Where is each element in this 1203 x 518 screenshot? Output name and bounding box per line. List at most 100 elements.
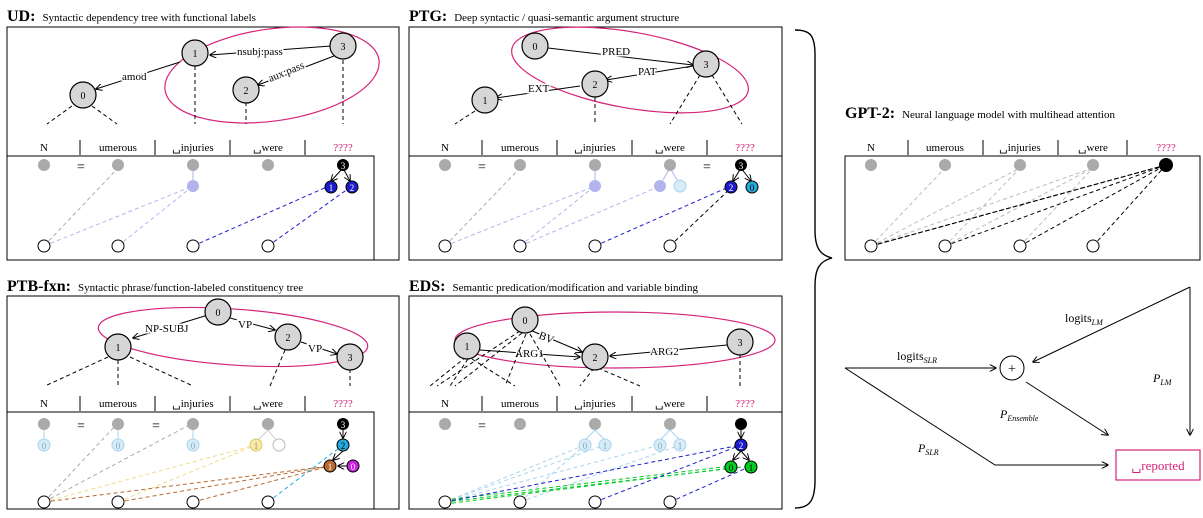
svg-text:␣injuries: ␣injuries [574,398,615,410]
svg-text:umerous: umerous [501,142,539,154]
svg-text:????: ???? [735,398,755,410]
svg-text:␣injuries: ␣injuries [172,398,213,410]
svg-text:0: 0 [533,42,538,53]
svg-text:3: 3 [341,420,346,430]
svg-text:1: 1 [749,463,754,473]
eds-attention-box [408,411,783,510]
svg-text:1: 1 [603,441,608,451]
svg-text:␣were: ␣were [1078,142,1108,154]
ptbfxn-highlight-ellipse [97,306,369,368]
ptg-highlight-ellipse [511,26,749,114]
ensemble-diagram: + logitsSLR logitsLM PLM PEnsemble PSLR … [844,286,1201,481]
svg-text:3: 3 [704,60,709,71]
svg-text:2: 2 [341,441,346,451]
ud-token-header: N umerous ␣injuries ␣were ???? [40,140,353,155]
svg-text:2: 2 [350,183,355,193]
ptbfxn-title: PTB-fxn: Syntactic phrase/function-label… [7,278,303,295]
ptbfxn-token-header: N umerous ␣injuries ␣were ???? [40,396,353,411]
svg-text:PAT: PAT [638,66,657,78]
svg-text:0: 0 [750,183,755,193]
p-ensemble-label: PEnsemble [999,407,1039,423]
svg-text:3: 3 [348,353,353,364]
svg-text:=: = [77,160,85,175]
ptbfxn-node-3: 3 [336,343,364,371]
ptbfxn-node-0: 0 [204,298,232,326]
svg-text:PRED: PRED [602,46,630,58]
eds-token-header: N umerous ␣injuries ␣were ???? [441,396,755,411]
svg-text:????: ???? [735,142,755,154]
eds-node-2: 2 [581,343,609,371]
ptg-node-1: 1 [471,86,499,114]
ud-node-3: 3 [329,32,357,60]
gpt2-token-header: N umerous ␣injuries ␣were ???? [867,140,1176,155]
ptg-title: PTG: Deep syntactic / quasi-semantic arg… [409,8,679,25]
ud-edge-3-2 [258,55,335,85]
logits-lm-label: logitsLM [1065,311,1104,327]
eds-panel: EDS: Semantic predication/modification a… [408,278,783,510]
ptg-panel: PTG: Deep syntactic / quasi-semantic arg… [408,8,783,261]
svg-text:0: 0 [216,308,221,319]
svg-text:ARG1: ARG1 [515,348,544,360]
ptbfxn-attention-box [6,411,375,510]
eds-node-0: 0 [511,306,539,334]
svg-text:umerous: umerous [99,142,137,154]
ud-edge-label-nsubj: nsubj:pass [237,46,283,58]
ud-highlight-ellipse [164,26,380,124]
ud-title: UD: Syntactic dependency tree with funct… [7,8,256,25]
svg-text:1: 1 [329,183,334,193]
ud-edge-1-0 [96,61,181,89]
svg-text:1: 1 [116,343,121,354]
ud-node-2: 2 [232,76,260,104]
eds-node-3: 3 [726,328,754,356]
svg-text:N: N [867,142,875,154]
ud-attention-box [6,155,375,261]
output-token-box [1115,449,1201,481]
svg-text:0: 0 [658,441,663,451]
svg-text:N: N [441,142,449,154]
ptbfxn-panel: PTB-fxn: Syntactic phrase/function-label… [6,278,400,510]
svg-text:EXT: EXT [528,83,550,95]
svg-text:0: 0 [42,441,47,451]
slr-to-output-arrow [844,367,1108,465]
svg-text:␣injuries: ␣injuries [999,142,1040,154]
svg-text:2: 2 [593,80,598,91]
ud-node-0: 0 [69,81,97,109]
ptg-node-0: 0 [521,32,549,60]
right-curly-brace [794,29,833,509]
svg-text:????: ???? [333,142,353,154]
svg-text:0: 0 [191,441,196,451]
svg-text:0: 0 [81,91,86,102]
svg-text:2: 2 [244,86,249,97]
svg-text:ARG2: ARG2 [650,346,679,358]
plus-node [999,355,1025,381]
ud-edge-3-1 [210,45,332,55]
svg-text:????: ???? [1156,142,1176,154]
svg-text:␣were: ␣were [253,142,283,154]
svg-text:␣injuries: ␣injuries [172,142,213,154]
lm-to-plus-arrow [1033,286,1191,362]
svg-text:3: 3 [739,161,744,171]
ptg-attention-box [408,155,783,261]
svg-text:0: 0 [523,316,528,327]
gpt2-panel: GPT-2: Neural language model with multih… [844,105,1201,261]
gpt2-title: GPT-2: Neural language model with multih… [845,105,1115,122]
svg-text:1: 1 [254,441,259,451]
eds-node-1: 1 [453,332,481,360]
svg-text:VP: VP [238,319,252,331]
svg-text:␣were: ␣were [655,398,685,410]
ptbfxn-node-1: 1 [104,333,132,361]
gpt2-attention-box [844,155,1201,261]
svg-text:=: = [478,419,486,434]
svg-text:umerous: umerous [501,398,539,410]
ptg-node-3: 3 [692,50,720,78]
svg-text:2: 2 [286,333,291,344]
ud-node-1: 1 [181,39,209,67]
svg-text:=: = [77,419,85,434]
svg-text:umerous: umerous [926,142,964,154]
svg-text:N: N [40,398,48,410]
svg-text:0: 0 [729,463,734,473]
ud-panel: UD: Syntactic dependency tree with funct… [6,8,400,261]
svg-text:N: N [441,398,449,410]
svg-text:1: 1 [483,96,488,107]
